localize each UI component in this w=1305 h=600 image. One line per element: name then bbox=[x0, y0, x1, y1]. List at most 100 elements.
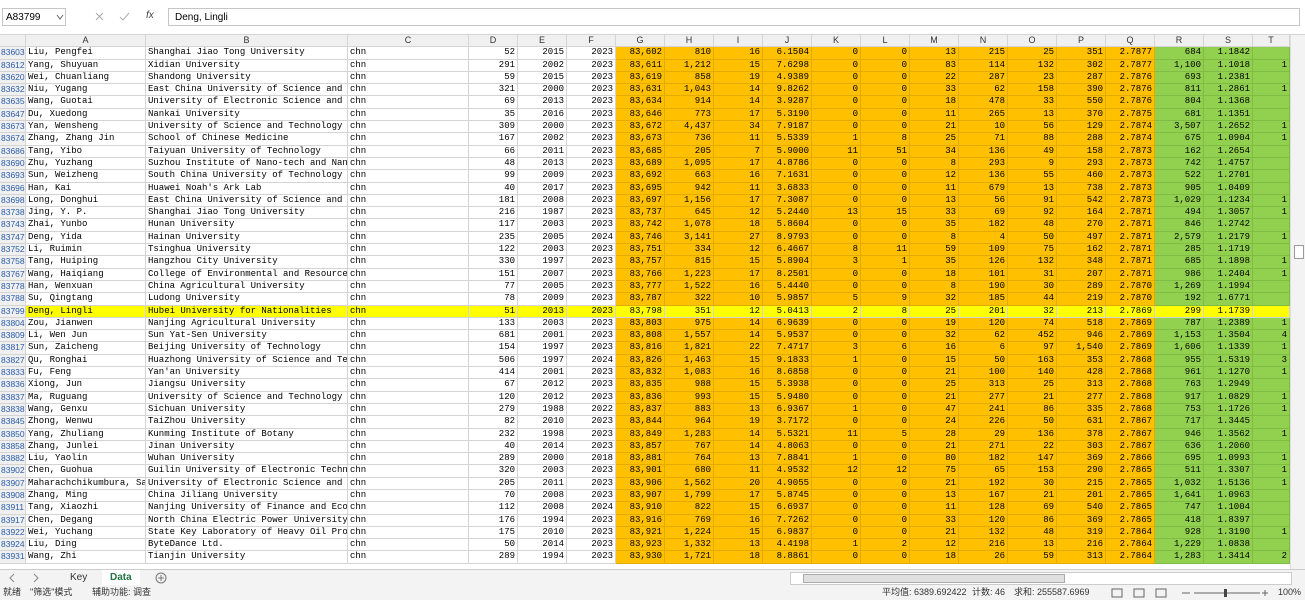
cell[interactable]: 241 bbox=[959, 403, 1008, 417]
cell[interactable]: 99 bbox=[469, 170, 518, 183]
cell[interactable]: 83,619 bbox=[616, 71, 665, 85]
cell[interactable]: Qu, Ronghai bbox=[26, 354, 146, 368]
cell[interactable]: 1997 bbox=[518, 354, 567, 368]
cell[interactable]: 83,673 bbox=[616, 133, 665, 146]
cell[interactable]: chn bbox=[348, 108, 469, 122]
cell[interactable]: 0 bbox=[812, 194, 861, 208]
cell[interactable]: 120 bbox=[959, 514, 1008, 527]
row-header[interactable]: 83907 bbox=[0, 477, 26, 490]
cell[interactable]: 7.9187 bbox=[763, 121, 812, 134]
cell[interactable]: 2.7876 bbox=[1106, 84, 1155, 97]
cell[interactable]: 11 bbox=[861, 244, 910, 257]
cell[interactable]: 26 bbox=[959, 551, 1008, 564]
cell[interactable]: 2018 bbox=[567, 453, 616, 466]
cell[interactable]: Fu, Feng bbox=[26, 367, 146, 380]
cell[interactable]: 12 bbox=[714, 207, 763, 220]
cell[interactable]: 1.0829 bbox=[1204, 391, 1253, 404]
cell[interactable]: 2023 bbox=[567, 317, 616, 331]
cell[interactable]: Wang, Guotai bbox=[26, 96, 146, 109]
cell[interactable] bbox=[1253, 489, 1290, 503]
cell[interactable]: 1 bbox=[812, 354, 861, 368]
cell[interactable]: 1.1339 bbox=[1204, 342, 1253, 355]
cell[interactable]: 1.0409 bbox=[1204, 182, 1253, 195]
cell[interactable]: 1,212 bbox=[665, 59, 714, 72]
cell[interactable]: chn bbox=[348, 231, 469, 245]
cell[interactable]: 18 bbox=[910, 551, 959, 564]
cell[interactable]: 7.1631 bbox=[763, 170, 812, 183]
cell[interactable]: 83,602 bbox=[616, 47, 665, 60]
cell[interactable]: 1 bbox=[1253, 465, 1290, 478]
cell[interactable]: 2024 bbox=[567, 231, 616, 245]
cell[interactable]: 2.7864 bbox=[1106, 526, 1155, 540]
row-header[interactable]: 83931 bbox=[0, 551, 26, 564]
cell[interactable]: 158 bbox=[1008, 84, 1057, 97]
cell[interactable]: 0 bbox=[812, 489, 861, 503]
cell[interactable]: 15 bbox=[714, 59, 763, 72]
cell[interactable]: 0 bbox=[861, 453, 910, 466]
cell[interactable]: 23 bbox=[1008, 71, 1057, 85]
cell[interactable]: 182 bbox=[959, 453, 1008, 466]
cell[interactable]: 83,697 bbox=[616, 194, 665, 208]
cell[interactable]: Su, Qingtang bbox=[26, 293, 146, 306]
column-header[interactable]: C bbox=[348, 35, 469, 48]
row-header[interactable]: 83743 bbox=[0, 219, 26, 232]
insert-function[interactable]: fx bbox=[146, 10, 154, 21]
cell[interactable]: China Agricultural University bbox=[146, 280, 348, 294]
cell[interactable]: 2023 bbox=[567, 305, 616, 318]
cell[interactable]: 1.5319 bbox=[1204, 354, 1253, 368]
cell[interactable]: 1,083 bbox=[665, 367, 714, 380]
column-header[interactable]: D bbox=[469, 35, 518, 48]
cell[interactable]: 2.7874 bbox=[1106, 121, 1155, 134]
cell[interactable]: 1.1842 bbox=[1204, 47, 1253, 60]
cell[interactable]: 0 bbox=[812, 477, 861, 490]
row-header[interactable]: 83837 bbox=[0, 391, 26, 404]
cell[interactable]: 0 bbox=[861, 403, 910, 417]
cell[interactable]: Suzhou Institute of Nano-tech and Nan bbox=[146, 157, 348, 171]
cell[interactable]: 22 bbox=[910, 71, 959, 85]
row-header[interactable]: 83752 bbox=[0, 244, 26, 257]
cell[interactable]: 2023 bbox=[567, 268, 616, 281]
cell[interactable]: Guilin University of Electronic Techn bbox=[146, 465, 348, 478]
cell[interactable]: 773 bbox=[665, 108, 714, 122]
cell[interactable]: 34 bbox=[910, 145, 959, 158]
cell[interactable]: 40 bbox=[469, 182, 518, 195]
cell[interactable]: 16 bbox=[714, 170, 763, 183]
cell[interactable] bbox=[1253, 244, 1290, 257]
cell[interactable]: Hubei University for Nationalities bbox=[146, 305, 348, 318]
cell[interactable]: 747 bbox=[1155, 502, 1204, 515]
cell[interactable]: 83,901 bbox=[616, 465, 665, 478]
cell[interactable]: 83,685 bbox=[616, 145, 665, 158]
cell[interactable]: 846 bbox=[1155, 219, 1204, 232]
cell[interactable]: 2023 bbox=[567, 182, 616, 195]
cell[interactable]: University of Science and Technology bbox=[146, 121, 348, 134]
cell[interactable]: 35 bbox=[910, 256, 959, 269]
cell[interactable] bbox=[1253, 47, 1290, 60]
cell[interactable]: 12 bbox=[812, 465, 861, 478]
cell[interactable]: chn bbox=[348, 47, 469, 60]
cell[interactable]: 390 bbox=[1057, 84, 1106, 97]
cell[interactable]: chn bbox=[348, 96, 469, 109]
cell[interactable]: Nankai University bbox=[146, 108, 348, 122]
cell[interactable]: Chen, Degang bbox=[26, 514, 146, 527]
cell[interactable]: 378 bbox=[1057, 428, 1106, 441]
cell[interactable]: Tang, Huiping bbox=[26, 256, 146, 269]
cell[interactable]: 109 bbox=[959, 244, 1008, 257]
cell[interactable]: 50 bbox=[1008, 231, 1057, 245]
row-header[interactable]: 83882 bbox=[0, 453, 26, 466]
cell[interactable]: 0 bbox=[861, 108, 910, 122]
cell[interactable]: chn bbox=[348, 379, 469, 392]
select-all[interactable] bbox=[0, 35, 26, 48]
cell[interactable]: 2003 bbox=[518, 244, 567, 257]
cell[interactable]: 83,881 bbox=[616, 453, 665, 466]
cell[interactable]: 83,910 bbox=[616, 502, 665, 515]
cell[interactable]: 232 bbox=[469, 428, 518, 441]
cell[interactable]: 289 bbox=[469, 551, 518, 564]
cell[interactable]: 494 bbox=[1155, 207, 1204, 220]
cell[interactable]: 83,689 bbox=[616, 157, 665, 171]
cell[interactable]: chn bbox=[348, 539, 469, 552]
cell[interactable]: 2010 bbox=[518, 526, 567, 540]
column-header[interactable]: B bbox=[146, 35, 348, 48]
cell[interactable]: 0 bbox=[861, 121, 910, 134]
cell[interactable]: Hainan University bbox=[146, 231, 348, 245]
cell[interactable]: 2023 bbox=[567, 280, 616, 294]
